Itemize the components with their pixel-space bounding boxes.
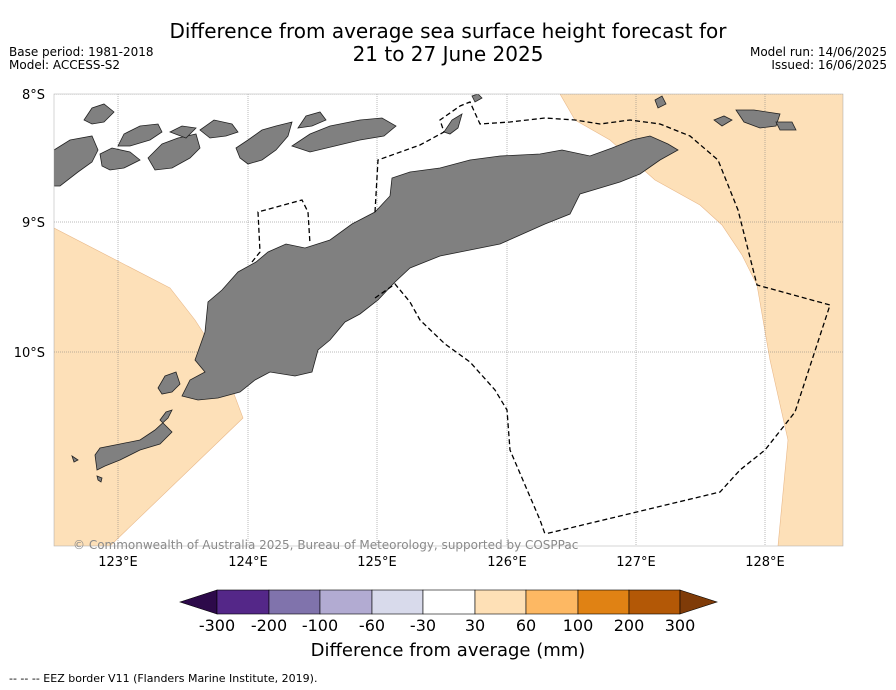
lat-label-10s: 10°S <box>14 346 45 361</box>
small-island-nw2 <box>117 123 163 147</box>
small-island-ne3 <box>735 109 781 129</box>
colorbar-segment <box>628 589 681 615</box>
colorbar-tick: 300 <box>664 616 696 635</box>
colorbar-segment <box>268 589 321 615</box>
small-island-nw4 <box>169 125 197 139</box>
colorbar-segment <box>474 589 527 615</box>
colorbar-segment <box>319 589 373 615</box>
eez-border <box>251 101 831 535</box>
small-island-ne1 <box>654 95 667 109</box>
timor-island <box>181 135 679 401</box>
small-island-sw2 <box>96 475 103 483</box>
base-period-label: Base period: 1981-2018 <box>9 45 154 59</box>
colorbar-tick: 30 <box>464 616 486 635</box>
colorbar-segment <box>371 589 424 615</box>
colorbar-segment <box>422 589 476 615</box>
lon-label-128e: 128°E <box>745 555 785 570</box>
model-info: Base period: 1981-2018 Model: ACCESS-S2 <box>9 46 154 72</box>
colorbar-segment <box>525 589 579 615</box>
colorbar-tick: 100 <box>562 616 594 635</box>
alor-island <box>54 135 99 187</box>
colorbar-tick: -300 <box>198 616 236 635</box>
colorbar-extend-low <box>179 589 218 615</box>
lat-label-8s: 8°S <box>22 88 45 103</box>
lon-label-126e: 126°E <box>487 555 527 570</box>
chart-title: Difference from average sea surface heig… <box>169 19 727 66</box>
lon-label-125e: 125°E <box>357 555 397 570</box>
land-masses <box>54 94 797 483</box>
colorbar-tick: -100 <box>301 616 339 635</box>
colorbar-tick: 200 <box>613 616 645 635</box>
small-island-nw1 <box>83 103 115 125</box>
colorbar-extend-high <box>679 589 718 615</box>
wetar-island-west <box>235 121 293 165</box>
eez-line-south <box>374 283 546 535</box>
colorbar-tick: 60 <box>515 616 537 635</box>
lat-label-9s: 9°S <box>22 216 45 231</box>
small-island-sw <box>71 455 79 463</box>
colorbar-segment <box>577 589 630 615</box>
eez-legend-note: -- -- -- EEZ border V11 (Flanders Marine… <box>9 672 318 685</box>
small-island-nw5 <box>199 119 239 139</box>
wetar-island-east <box>291 117 397 153</box>
issued-label: Issued: 16/06/2025 <box>771 58 887 72</box>
model-label: Model: ACCESS-S2 <box>9 58 121 72</box>
colorbar-segment <box>216 589 270 615</box>
colorbar-tick: -60 <box>358 616 386 635</box>
small-island-ne4 <box>775 121 797 131</box>
sumba-island <box>94 409 173 471</box>
colorbar-title: Difference from average (mm) <box>310 640 586 661</box>
roti-island <box>157 371 181 395</box>
lon-label-127e: 127°E <box>616 555 656 570</box>
colorbar-tick: -200 <box>250 616 288 635</box>
colorbar-tick: -30 <box>409 616 437 635</box>
eez-line-north <box>374 101 831 535</box>
lon-label-123e: 123°E <box>98 555 138 570</box>
map-frame <box>53 93 844 547</box>
map-area <box>54 94 843 546</box>
copyright-text: © Commonwealth of Australia 2025, Bureau… <box>73 538 579 552</box>
small-island-ne2 <box>713 115 733 127</box>
small-island-n1 <box>297 111 327 129</box>
small-island-n3 <box>471 94 483 103</box>
small-island-n2 <box>443 113 463 135</box>
small-island-nw3 <box>147 133 201 171</box>
pantar-island <box>99 147 141 171</box>
colorbar <box>179 589 718 615</box>
lon-label-124e: 124°E <box>228 555 268 570</box>
model-run-label: Model run: 14/06/2025 <box>749 45 887 59</box>
eez-line-oecusse <box>251 199 311 263</box>
run-info: Model run: 14/06/2025 Issued: 16/06/2025 <box>750 46 887 72</box>
